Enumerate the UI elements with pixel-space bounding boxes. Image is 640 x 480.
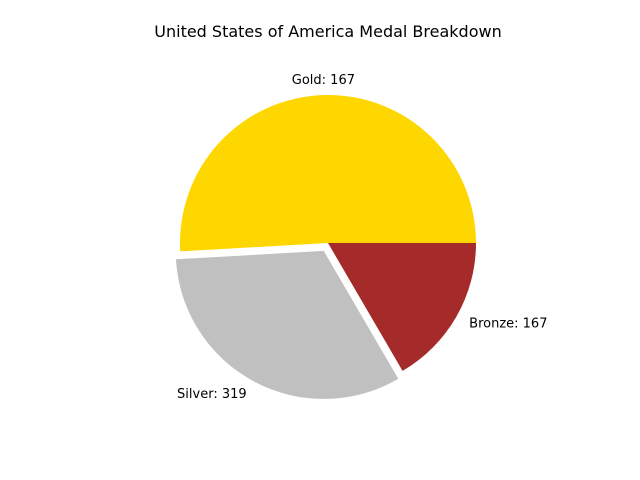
pie-slice-bronze bbox=[328, 243, 476, 371]
pie-slices bbox=[175, 95, 476, 399]
pie-slice-silver bbox=[175, 250, 399, 399]
pie-label-bronze: Bronze: 167 bbox=[469, 317, 547, 332]
chart-title: United States of America Medal Breakdown bbox=[154, 22, 501, 41]
pie-labels: Gold: 167 Silver: 319 Bronze: 167 bbox=[177, 73, 547, 402]
pie-label-silver: Silver: 319 bbox=[177, 387, 247, 402]
pie-slice-gold bbox=[180, 95, 476, 252]
pie-label-gold: Gold: 167 bbox=[292, 73, 355, 88]
